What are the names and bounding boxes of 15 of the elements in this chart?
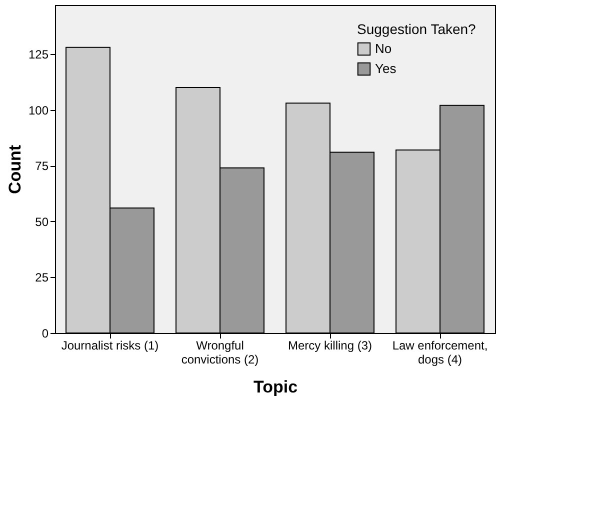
y-tick-label: 100	[28, 103, 49, 118]
y-tick-label: 125	[28, 48, 49, 62]
y-axis-title: Count	[5, 144, 24, 194]
y-tick-label: 0	[42, 326, 49, 340]
legend-label: No	[375, 41, 392, 56]
x-tick-label: Journalist risks (1)	[61, 338, 159, 352]
y-tick-label: 50	[35, 214, 49, 229]
x-tick-label: Law enforcement, dogs (4)	[392, 338, 488, 366]
y-tick-label: 25	[35, 270, 49, 285]
legend-title: Suggestion Taken?	[357, 21, 476, 37]
x-axis-title: Topic	[253, 378, 298, 396]
y-tick-label: 75	[35, 159, 49, 174]
x-tick-label: Wrongful convictions (2)	[181, 338, 259, 366]
x-tick-label: Mercy killing (3)	[288, 338, 372, 352]
legend-label: Yes	[375, 61, 397, 76]
